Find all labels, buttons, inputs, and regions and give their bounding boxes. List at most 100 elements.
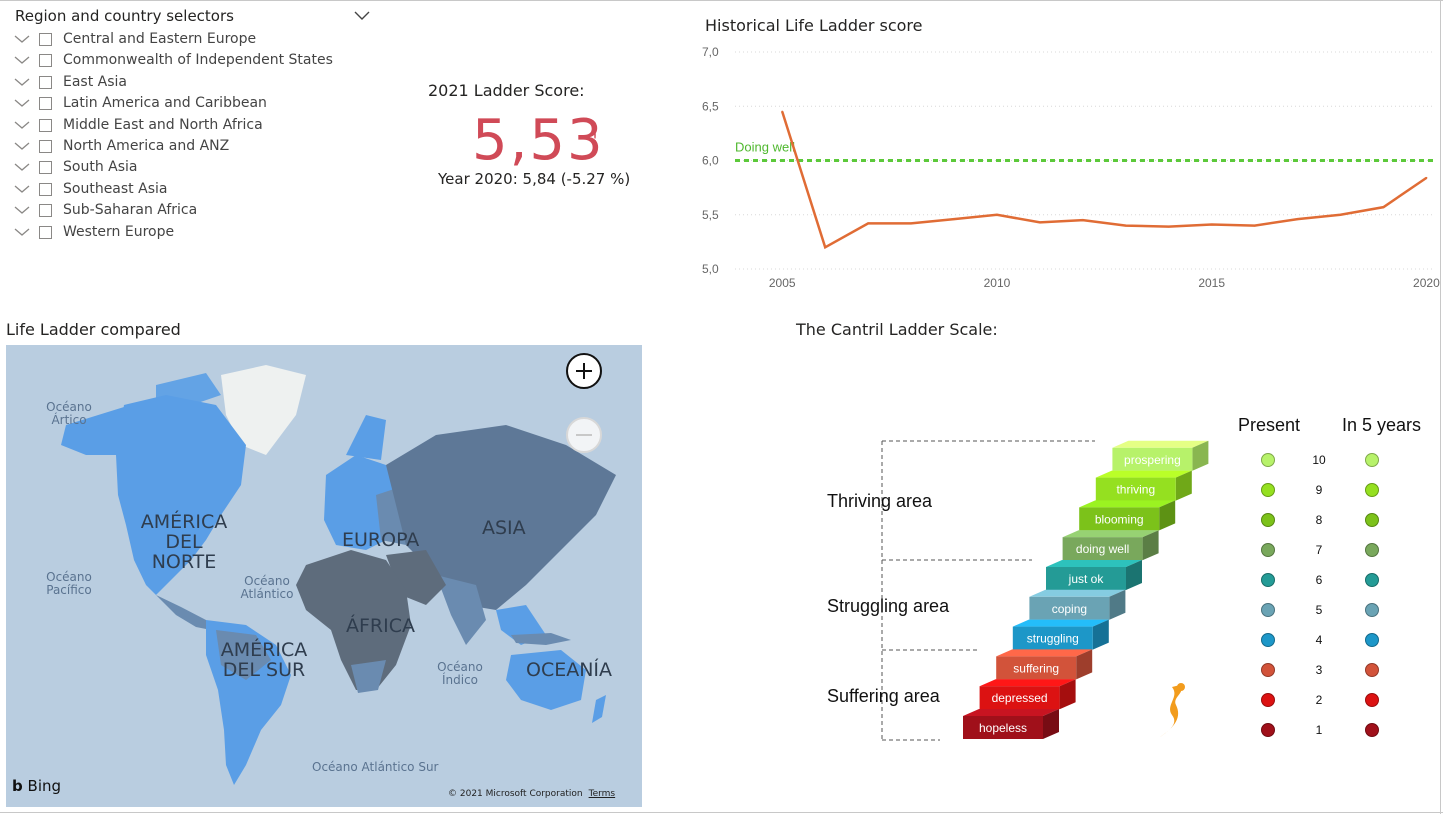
score-label: 6 (1316, 573, 1323, 587)
header-present: Present (1238, 415, 1300, 435)
chevron-down-icon[interactable] (14, 98, 30, 108)
data-point (1296, 218, 1299, 221)
asia-shape (386, 425, 616, 610)
step-side (1109, 589, 1126, 620)
region-item[interactable]: Commonwealth of Independent States (14, 52, 354, 73)
step-face (1062, 537, 1143, 561)
chevron-down-icon[interactable] (14, 205, 30, 215)
zoom-out-button[interactable] (566, 417, 602, 453)
zoom-in-button[interactable] (566, 353, 602, 389)
y-tick-label: 6,0 (702, 154, 719, 168)
score-label: 1 (1316, 723, 1323, 737)
chevron-down-icon[interactable] (14, 120, 30, 130)
region-label: Sub-Saharan Africa (63, 202, 198, 219)
region-checkbox[interactable] (39, 225, 52, 239)
step-top (1029, 589, 1126, 597)
label-america-norte: AMÉRICA DEL NORTE (140, 511, 228, 573)
region-item[interactable]: Western Europe (14, 224, 354, 245)
future-dot (1365, 723, 1379, 737)
step-side (1076, 649, 1093, 680)
present-dot (1261, 723, 1275, 737)
australia-shape (506, 650, 586, 710)
chevron-down-icon[interactable] (14, 227, 30, 237)
kpi-value: 5,53 (472, 108, 605, 173)
ladder-score-card: 2021 Ladder Score: 5,53 ! Year 2020: 5,8… (420, 78, 644, 198)
region-item[interactable]: Southeast Asia (14, 181, 354, 202)
region-label: South Asia (63, 159, 138, 176)
top-border (0, 0, 1443, 1)
region-checkbox[interactable] (39, 140, 52, 153)
label-europa: EUROPA (342, 529, 420, 551)
series-line (781, 111, 1428, 250)
data-point (1253, 224, 1256, 227)
chevron-down-icon[interactable] (14, 162, 30, 172)
score-label: 7 (1316, 543, 1323, 557)
chevron-down-icon[interactable] (14, 34, 30, 44)
region-checkbox[interactable] (39, 54, 52, 68)
step-side (1175, 470, 1192, 501)
label-asia: ASIA (482, 517, 526, 539)
region-item[interactable]: Sub-Saharan Africa (14, 202, 354, 223)
region-item[interactable]: Middle East and North Africa (14, 117, 354, 138)
present-dot (1261, 513, 1275, 527)
data-point (824, 246, 827, 249)
step-top (996, 649, 1093, 657)
step-side (1159, 500, 1176, 531)
label-oceano-atlantico: Océano Atlántico (240, 574, 294, 601)
step-label: depressed (992, 691, 1048, 705)
y-tick-label: 7,0 (702, 45, 719, 59)
terms-link[interactable]: Terms (588, 789, 616, 799)
region-label: North America and ANZ (63, 138, 230, 154)
chevron-down-icon[interactable] (14, 184, 30, 194)
south-america-shade (216, 630, 271, 680)
region-item[interactable]: Latin America and Caribbean (14, 95, 354, 116)
step-face (1095, 477, 1176, 501)
region-item[interactable]: East Asia (14, 74, 354, 95)
present-dot (1261, 483, 1275, 497)
ladder-steps: prospering thriving blooming doing well just… (963, 440, 1209, 739)
future-dot (1365, 633, 1379, 647)
chevron-down-icon[interactable] (14, 141, 30, 151)
region-item[interactable]: Central and Eastern Europe (14, 31, 354, 52)
data-point (910, 222, 913, 225)
chevron-down-icon[interactable] (354, 8, 370, 22)
label-oceano-artico: Océano Ártico (46, 400, 92, 427)
x-tick-label: 2010 (984, 276, 1011, 290)
kpi-subtitle: Year 2020: 5,84 (-5.27 %) (438, 170, 631, 188)
south-asia-shape (436, 575, 486, 645)
step-label: just ok (1068, 572, 1105, 586)
step-side (1092, 619, 1109, 650)
step-side (1059, 679, 1076, 710)
region-checkbox[interactable] (39, 204, 52, 218)
data-point (1382, 206, 1385, 209)
score-label: 3 (1316, 663, 1323, 677)
data-point (1339, 213, 1342, 216)
step-face (1112, 447, 1193, 471)
present-dot (1261, 693, 1275, 707)
region-checkbox[interactable] (39, 97, 52, 111)
region-checkbox[interactable] (39, 161, 52, 175)
cantril-title: The Cantril Ladder Scale: (796, 320, 998, 339)
struggling-area-label: Struggling area (827, 596, 950, 616)
future-dot (1365, 453, 1379, 467)
step-label: blooming (1095, 512, 1144, 526)
present-dot (1261, 603, 1275, 617)
region-item[interactable]: South Asia (14, 159, 354, 180)
step-side (1142, 530, 1159, 561)
chevron-down-icon[interactable] (14, 55, 30, 65)
world-map[interactable]: Océano Ártico AMÉRICA DEL NORTE EUROPA A… (6, 345, 642, 807)
step-top (979, 679, 1076, 687)
region-item[interactable]: North America and ANZ (14, 138, 354, 159)
region-checkbox[interactable] (39, 118, 52, 132)
future-dot (1365, 663, 1379, 677)
step-top (1062, 530, 1159, 538)
data-point (953, 218, 956, 221)
step-label: hopeless (979, 721, 1027, 735)
region-checkbox[interactable] (39, 33, 52, 46)
region-checkbox[interactable] (39, 75, 52, 89)
map-shapes (61, 365, 616, 785)
present-dot (1261, 573, 1275, 587)
chevron-down-icon[interactable] (14, 77, 30, 87)
region-checkbox[interactable] (39, 182, 52, 196)
data-point (1038, 221, 1041, 224)
